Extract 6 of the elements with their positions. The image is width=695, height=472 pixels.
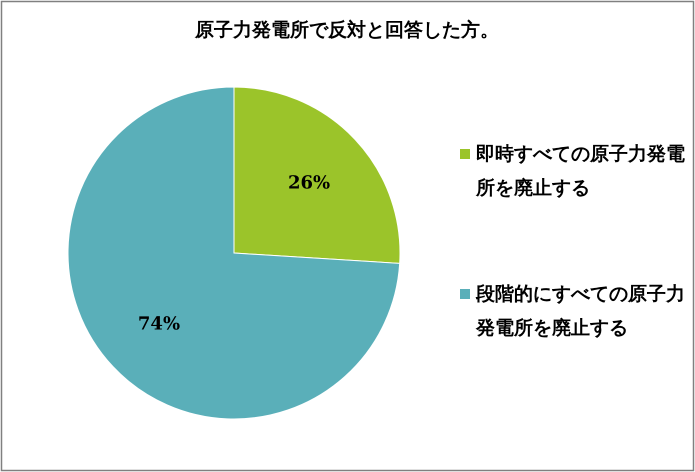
- legend-label: 段階的にすべての原子力発電所を廃止する: [475, 283, 685, 339]
- data-label: 26%: [288, 172, 330, 194]
- pie-slice: [68, 86, 400, 420]
- chart-title: 原子力発電所で反対と回答した方。: [194, 19, 499, 41]
- legend-label: 即時すべての原子力発電所を廃止する: [475, 143, 685, 199]
- data-label: 74%: [138, 313, 180, 334]
